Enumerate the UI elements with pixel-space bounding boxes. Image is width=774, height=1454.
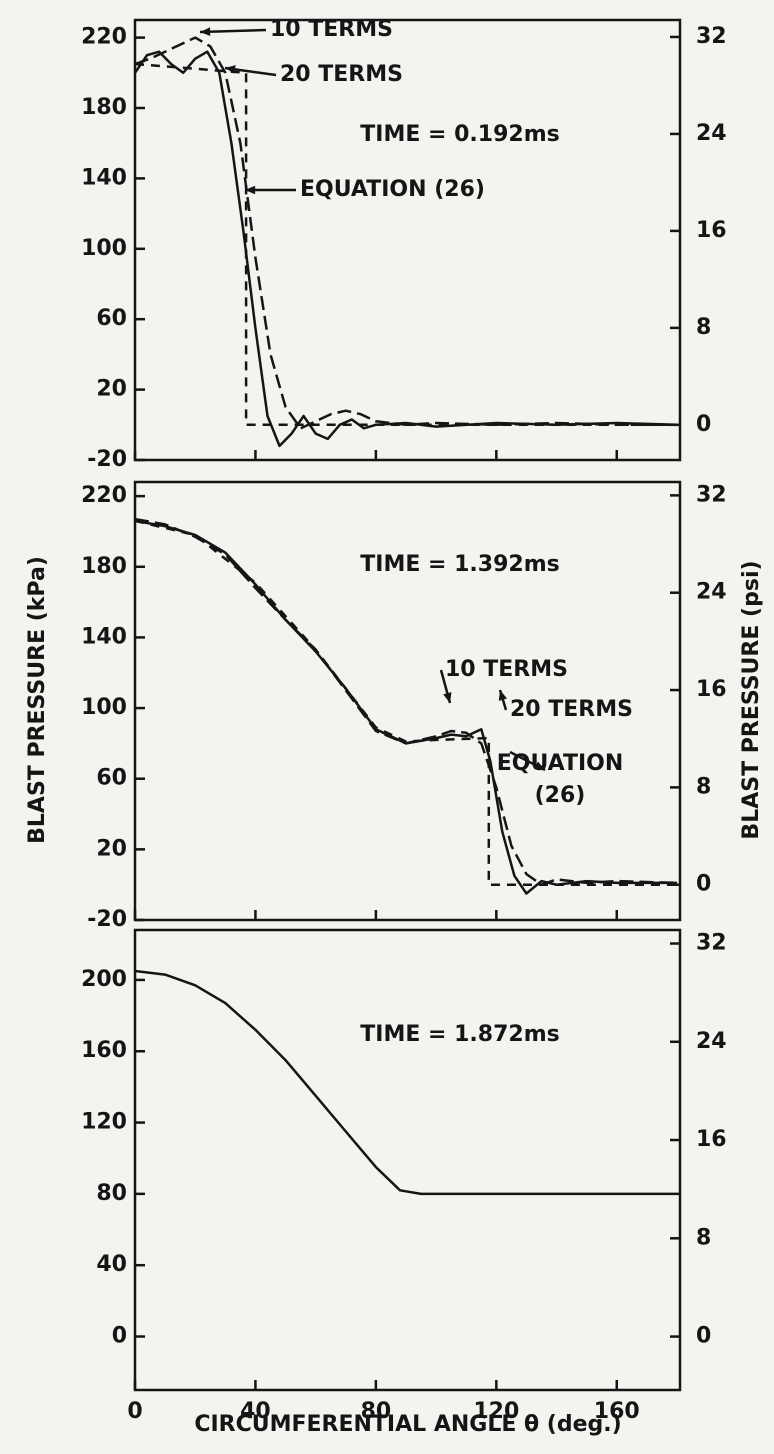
y-tick-label: 100 xyxy=(81,236,127,261)
y2-tick-label: 32 xyxy=(696,482,727,507)
time-annotation: TIME = 1.872ms xyxy=(360,1022,559,1047)
y2-tick-label: 0 xyxy=(696,1324,711,1349)
y2-tick-label: 24 xyxy=(696,121,727,146)
y-tick-label: 20 xyxy=(96,377,127,402)
curve xyxy=(134,969,680,1196)
y2-tick-label: 32 xyxy=(696,24,727,49)
y2-tick-label: 32 xyxy=(696,931,727,956)
x-tick-label: 40 xyxy=(240,1399,271,1424)
y-tick-label: 120 xyxy=(81,1110,127,1135)
y2-tick-label: 8 xyxy=(696,774,711,799)
series-label: EQUATION (26) xyxy=(496,751,624,808)
time-annotation: TIME = 0.192ms xyxy=(360,122,559,147)
arrow-head xyxy=(443,692,452,703)
arrow-head xyxy=(534,761,545,770)
y2-tick-label: 16 xyxy=(696,218,727,243)
x-axis-label: CIRCUMFERENTIAL ANGLE θ (deg.) xyxy=(194,1412,621,1437)
y2-tick-label: 8 xyxy=(696,315,711,340)
y2-tick-label: 24 xyxy=(696,580,727,605)
y-tick-label: 180 xyxy=(81,554,127,579)
curve xyxy=(133,50,678,448)
y-tick-label: 60 xyxy=(96,766,127,791)
y-tick-label: 60 xyxy=(96,306,127,331)
arrow-head xyxy=(498,690,508,701)
y-tick-label: -20 xyxy=(87,447,127,472)
y-tick-label: 180 xyxy=(81,95,127,120)
curve xyxy=(134,519,677,895)
curve xyxy=(134,62,680,427)
y-tick-label: 0 xyxy=(112,1324,127,1349)
y2-tick-label: 16 xyxy=(696,677,727,702)
y-tick-label: 220 xyxy=(81,483,127,508)
y-tick-label: 160 xyxy=(81,1038,127,1063)
plot-frame xyxy=(133,18,682,462)
x-tick-label: 0 xyxy=(127,1399,142,1424)
time-annotation: TIME = 1.392ms xyxy=(360,552,559,577)
x-tick-label: 80 xyxy=(361,1399,392,1424)
y2-tick-label: 0 xyxy=(696,412,711,437)
series-label: 10 TERMS xyxy=(270,17,393,42)
y2-tick-label: 24 xyxy=(696,1029,727,1054)
y2-tick-label: 16 xyxy=(696,1127,727,1152)
curve xyxy=(134,519,680,886)
y2-tick-label: 0 xyxy=(696,872,711,897)
y-tick-label: 140 xyxy=(81,165,127,190)
y-tick-label: 20 xyxy=(96,836,127,861)
series-label: 20 TERMS xyxy=(280,62,403,87)
plot-frame xyxy=(133,928,682,1392)
arrow-head xyxy=(200,27,211,36)
y2-axis-label: BLAST PRESSURE (psi) xyxy=(739,560,764,839)
plot-frame xyxy=(133,480,682,922)
y-tick-label: 80 xyxy=(96,1181,127,1206)
y-tick-label: 140 xyxy=(81,624,127,649)
arrow-head xyxy=(245,185,256,195)
x-tick-label: 160 xyxy=(594,1399,640,1424)
curve xyxy=(134,36,677,430)
y-tick-label: 100 xyxy=(81,695,127,720)
y-tick-label: 40 xyxy=(96,1252,127,1277)
arrow-shaft xyxy=(199,28,267,34)
series-label: 10 TERMS xyxy=(445,657,568,682)
y2-tick-label: 8 xyxy=(696,1225,711,1250)
y-tick-label: 220 xyxy=(81,25,127,50)
series-label: 20 TERMS xyxy=(510,697,633,722)
series-label: EQUATION (26) xyxy=(300,177,485,202)
x-tick-label: 120 xyxy=(473,1399,519,1424)
series-label-text: EQUATION (26) xyxy=(496,751,624,808)
y-axis-label: BLAST PRESSURE (kPa) xyxy=(25,556,50,844)
y-tick-label: -20 xyxy=(87,907,127,932)
y-tick-label: 200 xyxy=(81,967,127,992)
